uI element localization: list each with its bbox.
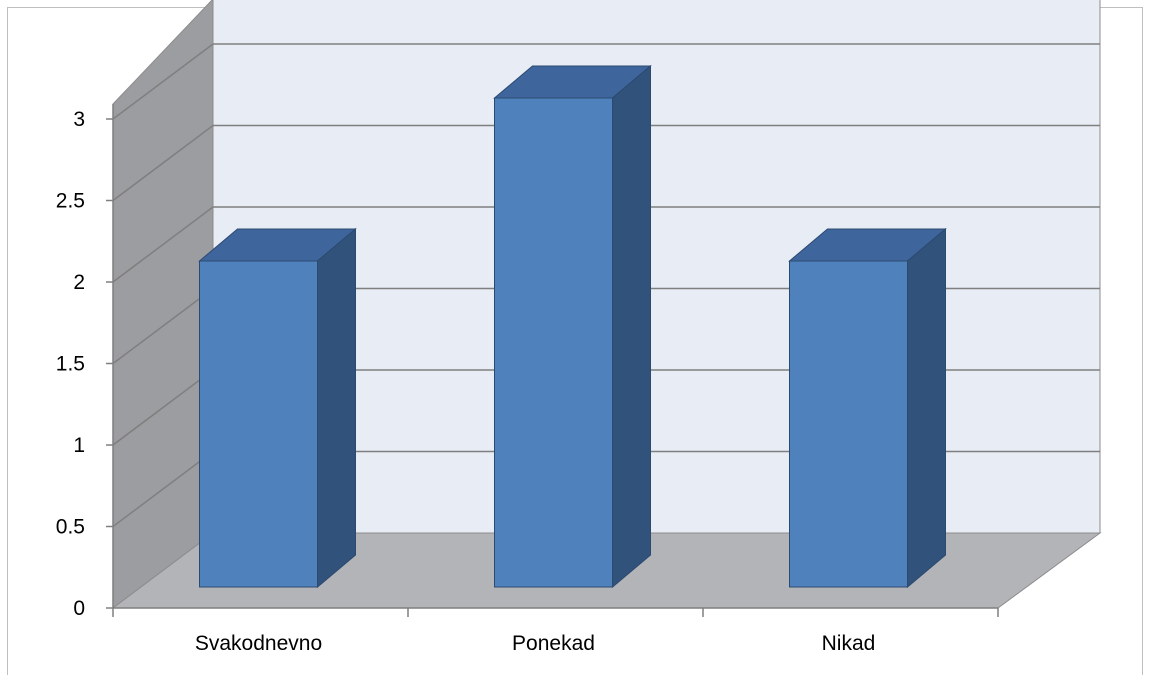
- x-tick-label: Nikad: [822, 632, 876, 655]
- gridline-side: [112, 124, 214, 202]
- axes: [106, 104, 999, 617]
- gridlines: [112, 43, 1100, 528]
- y-tick-label: 2: [73, 271, 85, 294]
- bar-1: [493, 64, 652, 589]
- bar-side: [612, 64, 651, 589]
- bars: [198, 64, 947, 589]
- x-tick-label: Ponekad: [512, 632, 595, 655]
- y-axis-tick-labels: 0 0.5 1 1.5 2 2.5 3: [56, 108, 85, 620]
- y-tick-label: 1: [73, 434, 85, 457]
- gridline-side: [112, 206, 214, 283]
- y-tick-label: 0.5: [56, 516, 85, 539]
- bar-side: [907, 227, 946, 589]
- gridline-side: [112, 287, 214, 365]
- y-tick-label: 3: [73, 108, 85, 131]
- x-tick-label: Svakodnevno: [195, 632, 322, 655]
- y-tick-label: 2.5: [56, 190, 85, 213]
- bar-front: [789, 260, 908, 588]
- gridline-side: [112, 43, 214, 120]
- bar-front: [199, 260, 318, 588]
- y-tick-label: 1.5: [56, 353, 85, 376]
- y-tick-label: 0: [73, 597, 85, 620]
- side-wall: [112, 0, 214, 609]
- bar-side: [317, 227, 356, 589]
- gridline-side: [112, 450, 214, 528]
- bar-0: [198, 227, 357, 589]
- gridline-side: [112, 369, 214, 446]
- x-axis-tick-labels: Svakodnevno Ponekad Nikad: [195, 632, 875, 655]
- bar-front: [494, 97, 613, 588]
- bar-2: [788, 227, 947, 589]
